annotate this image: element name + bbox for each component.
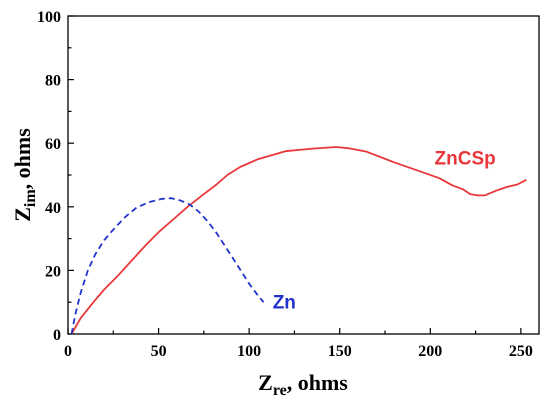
x-axis: 0 50 100 150 200 250 [64,328,533,360]
x-axis-title: Zre, ohms [258,370,348,399]
x-axis-title-rest: , ohms [287,370,349,395]
y-tick-label: 0 [53,327,61,344]
x-tick-label: 50 [151,343,167,360]
y-axis-title-main: Z [10,207,35,222]
y-tick-label: 40 [45,200,61,217]
y-tick-label: 80 [45,73,61,90]
y-axis-title-rest: , ohms [10,128,35,190]
series-layer [70,146,527,335]
x-axis-title-sub: re [273,382,287,399]
series-line-zn [70,197,265,335]
series-label-zn: Zn [273,292,296,313]
series-line-zncsp [70,146,527,335]
series-label-zncsp: ZnCSp [435,148,496,169]
x-tick-label: 250 [509,343,533,360]
y-tick-label: 100 [37,9,61,26]
y-tick-label: 60 [45,136,61,153]
series-labels: ZnCSp Zn [273,148,496,313]
y-axis: 0 20 40 60 80 100 [37,9,74,344]
x-tick-label: 200 [418,343,442,360]
y-tick-label: 20 [45,263,61,280]
y-axis-title: Zim, ohms [10,128,39,222]
plot-frame [67,15,540,335]
x-tick-label: 100 [237,343,261,360]
x-axis-title-main: Z [258,370,273,395]
x-tick-label: 0 [64,343,72,360]
x-tick-label: 150 [328,343,352,360]
y-axis-title-sub: im [22,189,39,207]
